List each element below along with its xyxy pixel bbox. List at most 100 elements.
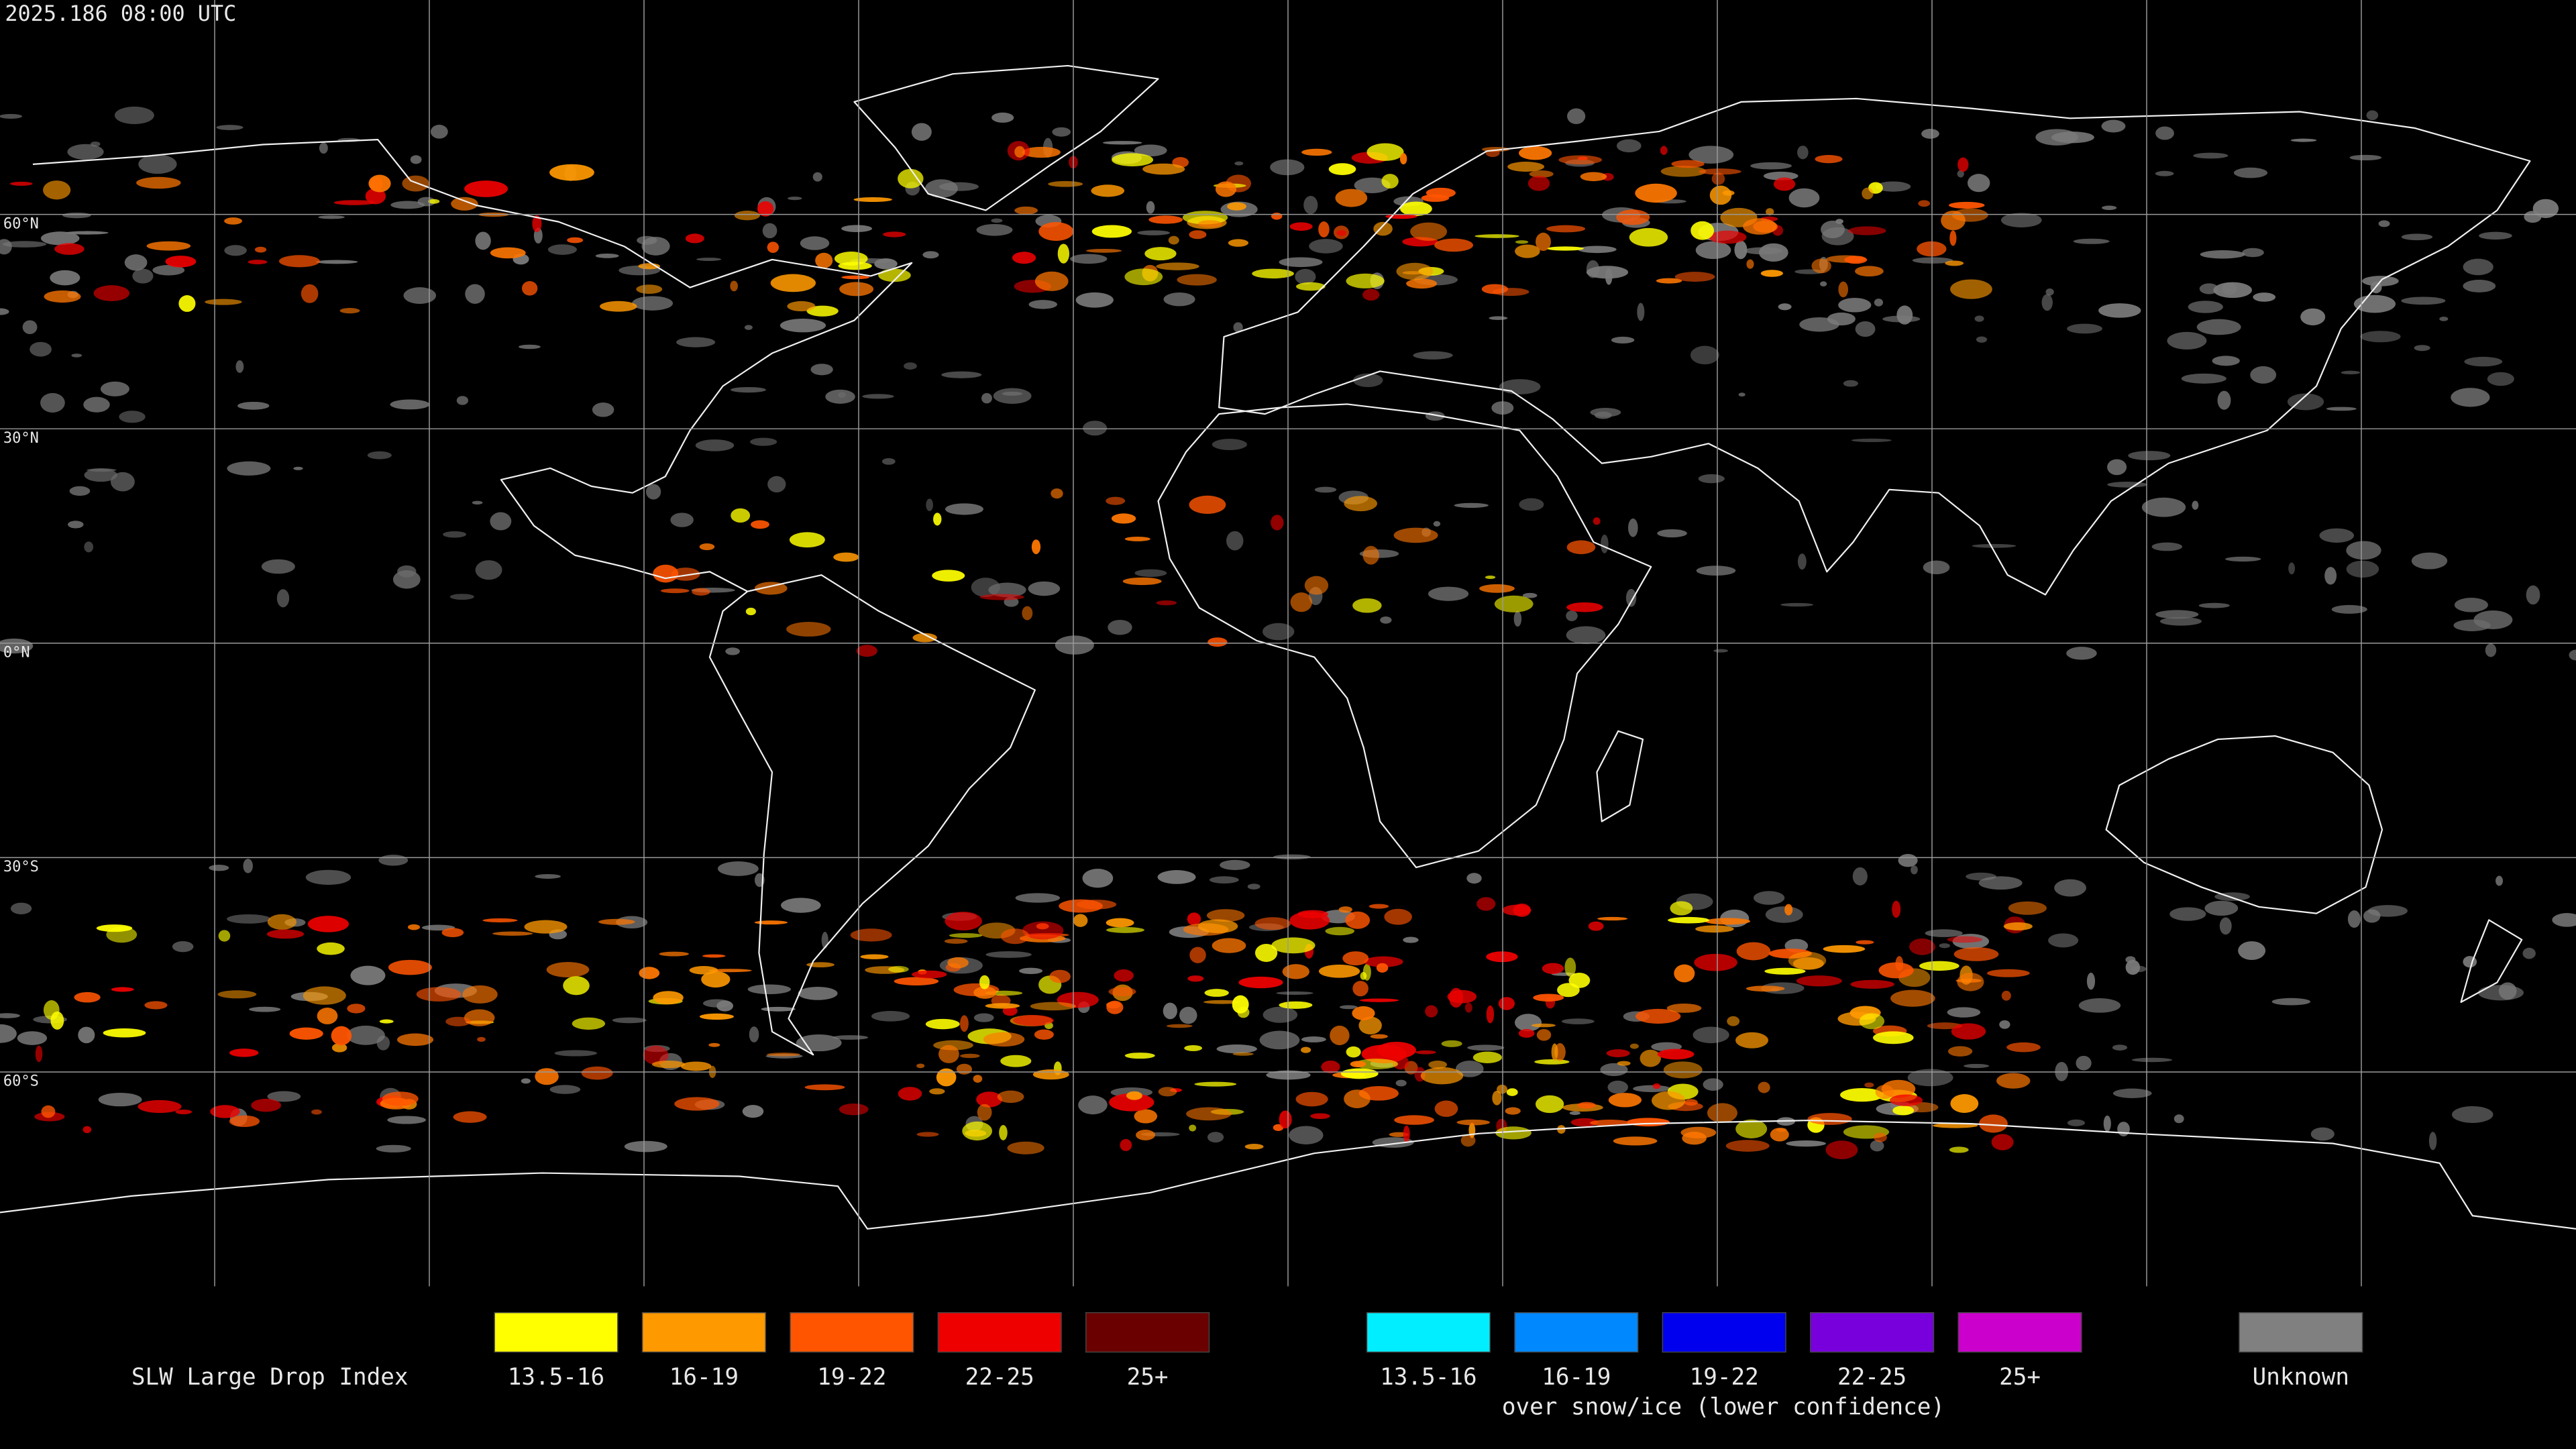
cloud-patch xyxy=(379,1019,394,1024)
cloud-patch xyxy=(1208,637,1228,647)
cloud-patch xyxy=(1519,498,1544,511)
cloud-patch xyxy=(888,965,909,973)
cloud-layer xyxy=(0,106,2576,1160)
cloud-patch xyxy=(1505,1107,1521,1115)
cloud-patch xyxy=(929,1088,945,1095)
cloud-patch xyxy=(2233,167,2268,178)
cloud-patch xyxy=(781,898,821,913)
legend-swatch xyxy=(1085,1312,1210,1353)
cloud-patch xyxy=(1031,539,1041,555)
cloud-patch xyxy=(1617,1061,1631,1066)
cloud-patch xyxy=(165,256,197,268)
cloud-patch xyxy=(1693,1026,1729,1044)
cloud-patch xyxy=(453,1111,487,1123)
cloud-patch xyxy=(1166,1024,1193,1028)
cloud-patch xyxy=(1421,194,1450,202)
cloud-patch xyxy=(1492,288,1529,297)
cloud-patch xyxy=(1336,230,1346,236)
legend-label: 19-22 xyxy=(817,1364,886,1391)
cloud-patch xyxy=(2131,1057,2173,1063)
cloud-patch xyxy=(1091,225,1132,238)
cloud-patch xyxy=(1957,170,1964,178)
cloud-patch xyxy=(1557,1125,1566,1134)
cloud-patch xyxy=(977,1104,992,1121)
cloud-patch xyxy=(1506,1088,1518,1096)
cloud-patch xyxy=(1921,129,1939,139)
cloud-patch xyxy=(83,396,110,413)
cloud-patch xyxy=(2453,619,2491,631)
cloud-patch xyxy=(2451,1106,2493,1123)
cloud-patch xyxy=(1570,1118,1599,1127)
cloud-patch xyxy=(69,486,91,496)
cloud-patch xyxy=(111,987,134,992)
cloud-patch xyxy=(1773,177,1796,191)
cloud-patch xyxy=(1377,1041,1416,1059)
cloud-patch xyxy=(1870,1140,1884,1152)
cloud-patch xyxy=(1640,1049,1661,1067)
cloud-patch xyxy=(1106,918,1134,928)
cloud-patch xyxy=(87,468,117,472)
cloud-patch xyxy=(1456,1119,1491,1126)
cloud-patch xyxy=(1844,256,1868,264)
cloud-patch xyxy=(2169,907,2206,921)
cloud-patch xyxy=(1850,979,1894,989)
cloud-patch xyxy=(1030,1002,1076,1011)
south-america xyxy=(708,574,1036,1056)
cloud-patch xyxy=(462,985,498,1004)
cloud-patch xyxy=(445,1016,471,1026)
cloud-patch xyxy=(490,247,526,259)
cloud-patch xyxy=(1694,953,1737,971)
cloud-patch xyxy=(267,914,297,930)
cloud-patch xyxy=(1052,127,1071,137)
cloud-patch xyxy=(307,916,350,932)
africa xyxy=(1157,403,1652,869)
cloud-patch xyxy=(1743,218,1777,235)
cloud-patch xyxy=(2045,288,2054,296)
cloud-patch xyxy=(839,282,874,297)
cloud-patch xyxy=(2378,220,2390,227)
cloud-patch xyxy=(1568,973,1591,988)
cloud-patch xyxy=(1366,143,1404,161)
cloud-patch xyxy=(689,965,718,975)
cloud-patch xyxy=(237,401,270,410)
cloud-patch xyxy=(2006,1042,2041,1053)
cloud-patch xyxy=(653,991,684,1005)
cloud-patch xyxy=(1301,1036,1326,1042)
cloud-patch xyxy=(1736,942,1771,961)
cloud-patch xyxy=(2428,1132,2437,1150)
cloud-patch xyxy=(1978,876,2023,890)
cloud-patch xyxy=(267,1091,301,1102)
cloud-patch xyxy=(209,865,229,871)
cloud-patch xyxy=(2454,598,2488,612)
legend-label: 25+ xyxy=(1999,1364,2041,1391)
cloud-patch xyxy=(1825,1140,1858,1160)
cloud-patch xyxy=(2341,370,2361,375)
cloud-patch xyxy=(757,201,774,217)
cloud-patch xyxy=(839,1104,869,1116)
cloud-patch xyxy=(1991,1134,2014,1150)
cloud-patch xyxy=(1941,211,1966,231)
cloud-patch xyxy=(1951,1023,1986,1040)
cloud-patch xyxy=(821,932,828,949)
cloud-patch xyxy=(1209,876,1239,883)
cloud-patch xyxy=(1513,610,1522,627)
cloud-patch xyxy=(1420,1067,1464,1085)
cloud-patch xyxy=(428,199,440,204)
cloud-patch xyxy=(1696,566,1736,576)
cloud-patch xyxy=(1764,967,1806,975)
cloud-patch xyxy=(482,918,518,922)
cloud-patch xyxy=(2290,138,2317,142)
cloud-patch xyxy=(2041,294,2053,311)
cloud-patch xyxy=(2479,231,2512,240)
cloud-patch xyxy=(1892,900,1901,918)
cloud-patch xyxy=(301,284,319,303)
cloud-patch xyxy=(1838,281,1848,298)
cloud-patch xyxy=(1085,248,1122,253)
cloud-patch xyxy=(567,237,584,244)
cloud-patch xyxy=(1840,1088,1884,1102)
cloud-patch xyxy=(1735,1032,1768,1049)
cloud-patch xyxy=(1363,956,1403,967)
cloud-patch xyxy=(390,201,425,209)
cloud-patch xyxy=(1338,906,1352,913)
